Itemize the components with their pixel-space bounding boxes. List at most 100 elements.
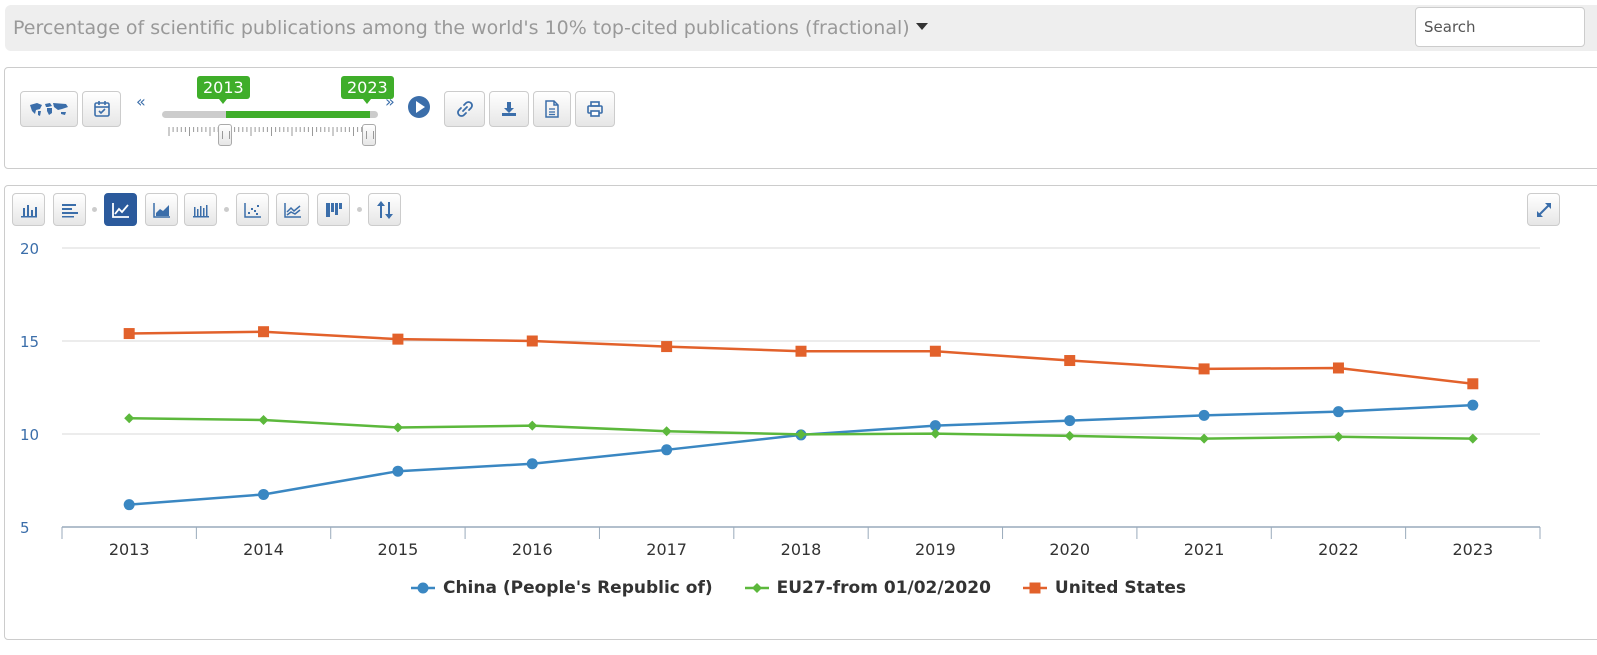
horizontal-bar-icon [61, 203, 78, 217]
export-document-button[interactable] [533, 91, 571, 127]
legend-label: EU27-from 01/02/2020 [776, 578, 991, 598]
data-point [1064, 355, 1076, 367]
play-button[interactable] [408, 96, 430, 118]
fullscreen-button[interactable] [1527, 193, 1560, 226]
document-icon [545, 100, 559, 118]
data-point [526, 335, 538, 347]
data-point [929, 345, 941, 357]
caret-down-icon [915, 23, 928, 30]
y-tick-label: 10 [20, 426, 39, 444]
data-point [392, 333, 404, 345]
year-slider-range [226, 111, 370, 118]
scatter-icon [243, 202, 261, 218]
stacked-bar-icon [192, 204, 209, 217]
x-tick-label: 2013 [109, 540, 150, 559]
indicator-title: Percentage of scientific publications am… [13, 17, 910, 39]
slider-start-handle[interactable] [218, 124, 232, 146]
y-tick-label: 15 [20, 333, 39, 351]
data-point [124, 413, 135, 424]
separator-dot [224, 207, 229, 212]
x-tick-label: 2023 [1452, 540, 1493, 559]
data-point [392, 422, 403, 433]
data-point [1332, 362, 1344, 374]
data-point [1064, 430, 1075, 441]
legend-symbol [410, 582, 435, 594]
data-point [1467, 399, 1479, 411]
scatter-button[interactable] [236, 193, 269, 226]
data-point [1467, 433, 1478, 444]
calendar-button[interactable] [82, 91, 121, 127]
data-point [795, 345, 807, 357]
legend-symbol [744, 583, 769, 593]
x-tick-label: 2019 [915, 540, 956, 559]
indicator-bar: Percentage of scientific publications am… [5, 5, 1597, 51]
slider-next-button[interactable]: » [385, 92, 395, 111]
area-chart-button[interactable] [145, 193, 178, 226]
indicator-selector[interactable]: Percentage of scientific publications am… [13, 17, 928, 39]
x-tick-label: 2022 [1318, 540, 1359, 559]
link-icon [456, 101, 473, 117]
x-tick-label: 2016 [512, 540, 553, 559]
data-point [527, 420, 538, 431]
heatmap-icon [325, 202, 342, 217]
print-button[interactable] [575, 91, 615, 127]
share-link-button[interactable] [444, 91, 485, 127]
multi-line-icon [283, 202, 301, 218]
data-point [1198, 363, 1210, 375]
world-map-icon [30, 103, 68, 116]
data-point [258, 488, 270, 500]
map-view-button[interactable] [20, 91, 78, 127]
stacked-bar-button[interactable] [184, 193, 217, 226]
download-button[interactable] [489, 91, 529, 127]
y-tick-label: 5 [20, 519, 30, 537]
sort-button[interactable] [368, 193, 401, 226]
legend-item[interactable]: United States [1022, 578, 1187, 598]
area-chart-icon [152, 202, 170, 218]
bar-chart-button[interactable] [12, 193, 45, 226]
multi-line-button[interactable] [276, 193, 309, 226]
data-point [258, 326, 270, 338]
start-year-label: 2013 [197, 76, 250, 104]
data-point [1333, 431, 1344, 442]
horizontal-bar-button[interactable] [53, 193, 86, 226]
legend-label: United States [1054, 578, 1187, 598]
data-point [123, 328, 135, 340]
series-line [129, 403, 1473, 506]
calendar-check-icon [93, 101, 110, 117]
legend-symbol [1022, 582, 1047, 594]
controls-panel [4, 67, 1597, 169]
data-point [392, 465, 404, 477]
print-icon [587, 101, 603, 117]
data-point [258, 415, 269, 426]
separator-dot [357, 207, 362, 212]
x-tick-label: 2018 [781, 540, 822, 559]
expand-icon [1536, 202, 1551, 217]
data-point [929, 420, 941, 432]
line-chart-icon [111, 202, 129, 218]
x-tick-label: 2017 [646, 540, 687, 559]
x-tick-label: 2021 [1184, 540, 1225, 559]
bar-chart-icon [20, 204, 37, 217]
end-year-label: 2023 [341, 76, 394, 104]
slider-end-handle[interactable] [362, 124, 376, 146]
data-point [123, 499, 135, 511]
line-chart-button[interactable] [104, 193, 137, 226]
legend-item[interactable]: EU27-from 01/02/2020 [744, 578, 991, 598]
sort-icon [376, 200, 393, 219]
x-tick-label: 2020 [1049, 540, 1090, 559]
chart-legend: China (People's Republic of) EU27-from 01… [0, 578, 1597, 598]
data-point [1467, 378, 1479, 390]
x-tick-label: 2014 [243, 540, 284, 559]
data-point [930, 428, 941, 439]
search-input[interactable] [1415, 7, 1585, 47]
data-point [1064, 415, 1076, 427]
data-point [1199, 433, 1210, 444]
data-point [1198, 409, 1210, 421]
data-point [526, 458, 538, 470]
legend-item[interactable]: China (People's Republic of) [410, 578, 713, 598]
data-point [661, 444, 673, 456]
heatmap-button[interactable] [317, 193, 350, 226]
slider-prev-button[interactable]: « [136, 92, 146, 111]
data-point [661, 426, 672, 437]
